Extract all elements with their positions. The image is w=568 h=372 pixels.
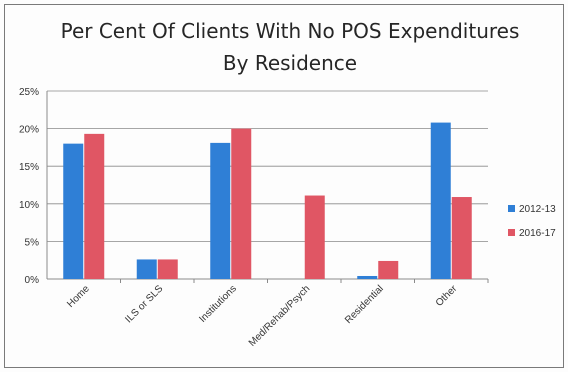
x-tick-label: Residential [343,283,386,326]
legend-swatch-1 [508,229,515,236]
bar-2016-17-1 [157,259,178,279]
y-tick-label: 20% [19,125,39,136]
x-tick-label: Institutions [197,283,239,325]
chart-border [4,4,564,368]
x-tick-label: Med/Rehab/Psych [247,283,313,349]
x-tick-label: Home [65,283,92,310]
bar-2016-17-3 [304,195,325,279]
legend-swatch-0 [508,205,515,212]
legend-label-1: 2016-17 [519,228,556,239]
bar-2012-13-2 [210,142,231,279]
y-tick-label: 10% [19,200,39,211]
bar-2016-17-4 [378,260,399,279]
bar-2012-13-4 [357,275,378,279]
bar-2012-13-5 [430,122,451,279]
y-tick-label: 0% [25,275,40,286]
bar-2016-17-0 [84,133,105,279]
y-tick-label: 25% [19,87,39,98]
bar-2016-17-5 [451,197,472,279]
bar-2016-17-2 [231,128,252,279]
chart-title-line-2: By Residence [222,51,358,75]
y-tick-label: 5% [25,237,40,248]
legend-label-0: 2012-13 [519,204,556,215]
y-tick-label: 15% [19,162,39,173]
chart-title-line-1: Per Cent Of Clients With No POS Expendit… [60,19,520,43]
x-tick-label: Other [434,283,460,309]
x-tick-label: ILS or SLS [123,283,165,325]
bar-2012-13-1 [136,259,157,279]
bar-2012-13-0 [63,143,84,279]
